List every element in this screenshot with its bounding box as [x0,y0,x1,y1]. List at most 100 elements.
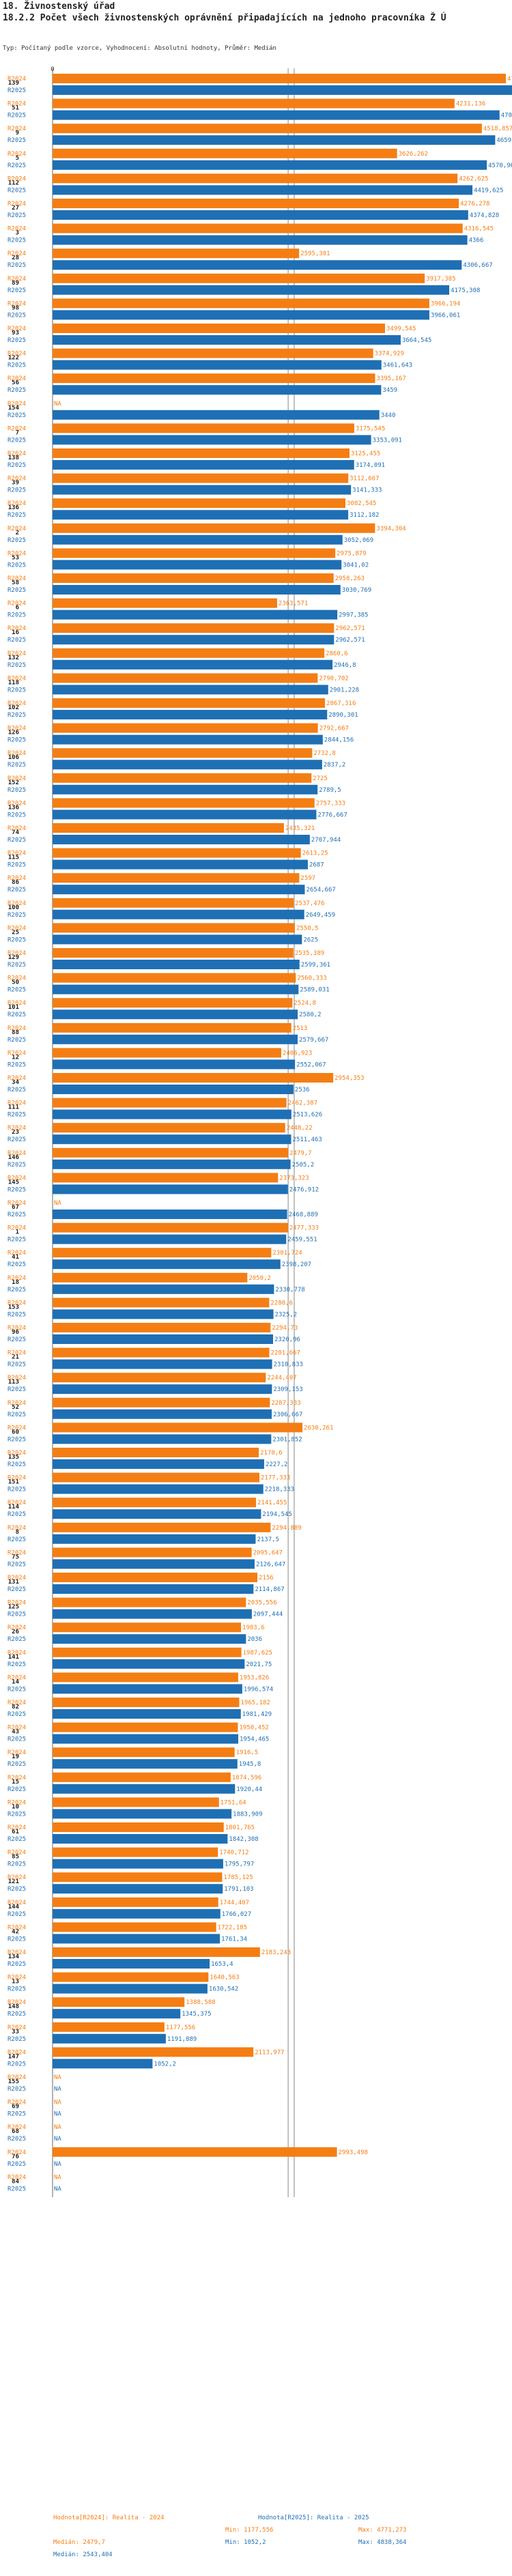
bar-2025 [53,335,401,345]
category-label: 21 [12,1354,19,1361]
value-label-2024: 2867,316 [326,700,356,707]
category-label: 61 [12,1829,19,1835]
series-label-2025: R2025 [8,238,26,244]
bar-2024 [53,373,375,384]
series-label-2025: R2025 [8,737,26,744]
value-label-2025: 1981,429 [242,1711,272,1718]
series-label-2024: R2024 [8,1250,26,1257]
series-label-2025: R2025 [8,362,26,369]
category-label: 16 [12,629,19,636]
value-label-2025: 2126,647 [256,1561,285,1568]
category-label: 42 [12,1928,19,1935]
category-label: 132 [8,655,19,661]
series-label-2024: R2024 [8,226,26,233]
bar-2024 [53,1373,266,1383]
category-label: 106 [8,754,19,761]
series-label-2024: R2024 [8,1425,26,1431]
bar-2025 [53,1734,238,1744]
bar-2025 [53,210,468,220]
series-label-2025: R2025 [8,1237,26,1244]
series-label-2025: R2025 [8,287,26,294]
series-label-2025: R2025 [8,637,26,644]
bar-2025 [53,1809,232,1819]
series-label-2024: R2024 [8,1500,26,1506]
series-label-2024: R2024 [8,1175,26,1182]
series-label-2024: R2024 [8,2074,26,2081]
series-label-2025: R2025 [8,487,26,494]
value-label-2025: 1653,4 [211,1961,233,1968]
series-label-2025: R2025 [8,2111,26,2118]
value-label-2025: 2687 [309,862,324,869]
bar-2025 [53,784,318,795]
value-label-2025: NA [54,2161,61,2168]
bar-2025 [53,485,352,495]
series-label-2024: R2024 [8,1525,26,1532]
bar-2025 [53,1659,245,1669]
bar-2025 [53,1309,274,1319]
category-label: 9 [16,130,19,137]
bar-2025 [53,760,322,770]
value-label-2024: 2281,667 [271,1350,300,1357]
bar-2024 [53,1997,185,2007]
category-label: 1 [16,1229,19,1236]
bar-2025 [53,2033,166,2044]
value-label-2024: 1722,185 [218,1924,247,1931]
series-label-2025: R2025 [8,1986,26,1993]
bar-2024 [53,2147,337,2157]
value-label-2024: 2560,333 [297,975,326,982]
value-label-2024: 2630,261 [304,1425,333,1431]
value-label-2024: 2373,323 [279,1175,309,1182]
series-label-2025: R2025 [8,762,26,769]
value-label-2025: 4306,667 [463,262,492,269]
category-label: 13 [12,1979,19,1986]
series-label-2025: R2025 [8,1087,26,1093]
value-label-2024: 2244,407 [267,1375,296,1382]
value-label-2025: 4570,966 [488,162,512,169]
series-label-2024: R2024 [8,1874,26,1881]
bar-2024 [53,1448,259,1457]
bar-2025 [53,2009,181,2019]
series-label-2024: R2024 [8,401,26,407]
value-label-2024: 2790,702 [319,675,348,682]
value-label-2024: 2958,263 [335,575,365,582]
bar-2024 [53,1772,231,1782]
bar-2024 [53,1222,288,1233]
series-label-2024: R2024 [8,800,26,807]
value-label-2024: 2294,73 [272,1325,298,1332]
value-label-2025: 3664,545 [402,337,431,344]
series-label-2024: R2024 [8,1549,26,1556]
value-label-2025: 2459,551 [287,1237,317,1244]
series-label-2025: R2025 [8,912,26,919]
bar-2024 [53,998,293,1008]
series-label-2025: R2025 [8,2186,26,2192]
series-label-2025: R2025 [8,2036,26,2043]
series-label-2024: R2024 [8,1000,26,1007]
series-label-2024: R2024 [8,2100,26,2106]
bar-2024 [53,1747,235,1758]
bar-2025 [53,1884,223,1894]
bar-2025 [53,1384,272,1394]
value-label-2025: 2309,153 [273,1386,302,1393]
series-label-2025: R2025 [8,987,26,994]
series-label-2024: R2024 [8,300,26,307]
axis-zero-label: 0 [51,66,54,73]
series-label-2024: R2024 [8,2174,26,2181]
series-label-2024: R2024 [8,1275,26,1282]
value-label-2024: 2294,889 [272,1525,301,1532]
category-label: 28 [12,255,19,261]
bar-2024 [53,1822,224,1832]
bar-2025 [53,385,382,395]
bar-2024 [53,1098,287,1108]
value-label-2024: 1965,182 [240,1700,270,1706]
value-label-2025: 2580,2 [299,1012,322,1018]
bar-2025 [53,360,382,370]
value-label-2024: 3626,262 [399,151,428,158]
series-label-2025: R2025 [8,1436,26,1443]
value-label-2024: 2113,977 [255,2049,284,2056]
series-label-2025: R2025 [8,612,26,619]
category-label: 146 [8,1154,19,1161]
bar-2025 [53,85,512,95]
series-label-2024: R2024 [8,1650,26,1657]
category-label: 3 [16,230,19,237]
value-label-2024: 1640,563 [210,1975,239,1981]
